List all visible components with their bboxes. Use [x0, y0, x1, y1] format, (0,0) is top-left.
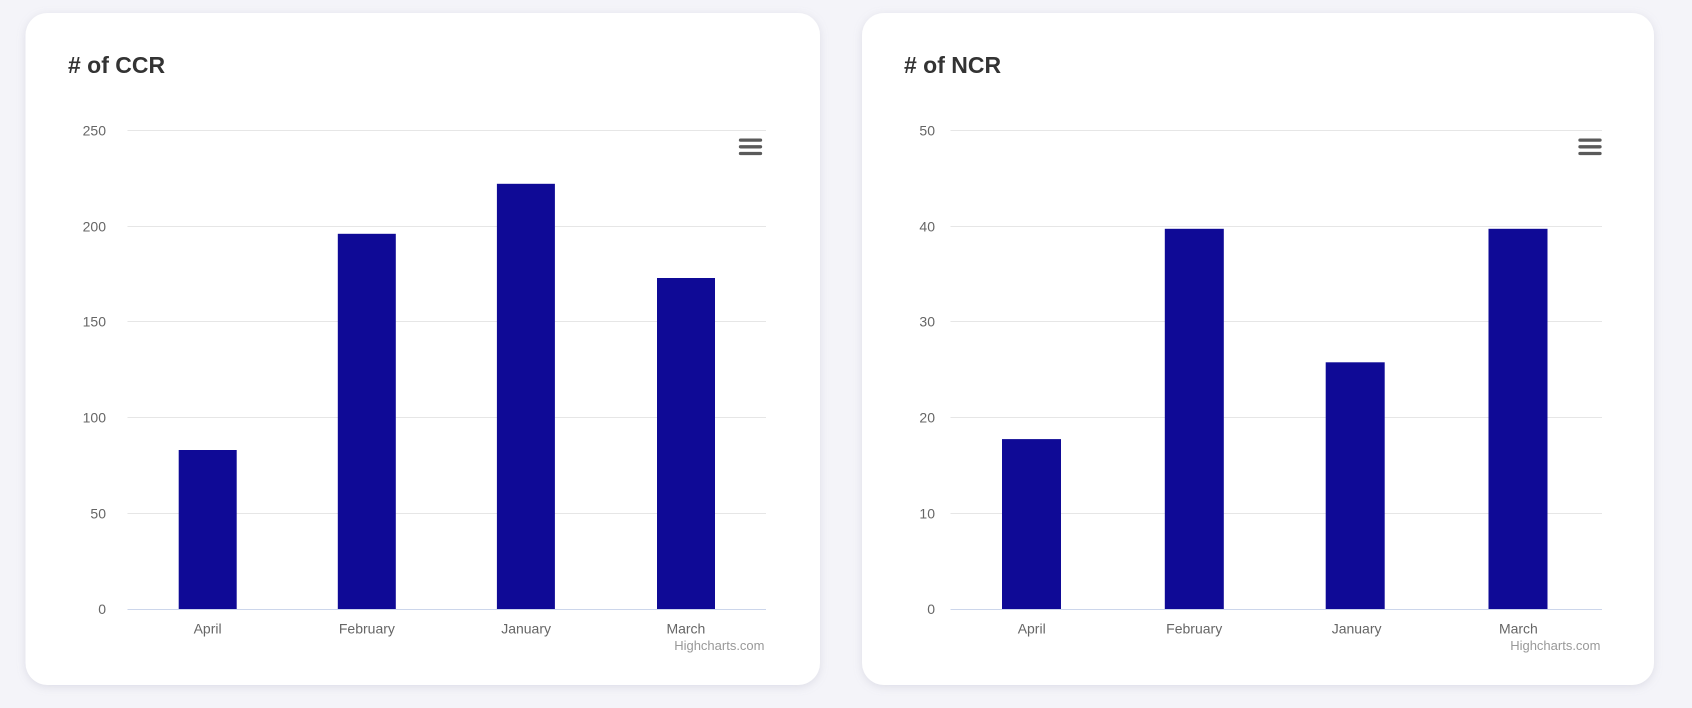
svg-text:March: March	[1499, 620, 1538, 636]
svg-text:40: 40	[919, 219, 935, 235]
svg-text:January: January	[1332, 620, 1382, 636]
svg-text:0: 0	[927, 601, 935, 617]
svg-text:0: 0	[98, 601, 106, 617]
svg-text:February: February	[339, 620, 395, 636]
svg-text:# of CCR: # of CCR	[68, 52, 166, 78]
svg-text:January: January	[501, 620, 551, 636]
svg-text:200: 200	[83, 219, 107, 235]
svg-text:April: April	[194, 620, 222, 636]
svg-text:March: March	[666, 620, 705, 636]
svg-text:30: 30	[919, 314, 935, 330]
svg-text:50: 50	[90, 506, 106, 522]
svg-text:Highcharts.com: Highcharts.com	[1510, 638, 1600, 653]
svg-text:February: February	[1166, 620, 1222, 636]
svg-text:April: April	[1018, 620, 1046, 636]
svg-text:50: 50	[919, 123, 935, 139]
svg-text:250: 250	[83, 123, 107, 139]
svg-text:100: 100	[83, 410, 107, 426]
svg-text:# of NCR: # of NCR	[904, 52, 1002, 78]
svg-text:150: 150	[83, 314, 107, 330]
svg-text:10: 10	[919, 506, 935, 522]
svg-text:20: 20	[919, 410, 935, 426]
svg-text:Highcharts.com: Highcharts.com	[674, 638, 764, 653]
